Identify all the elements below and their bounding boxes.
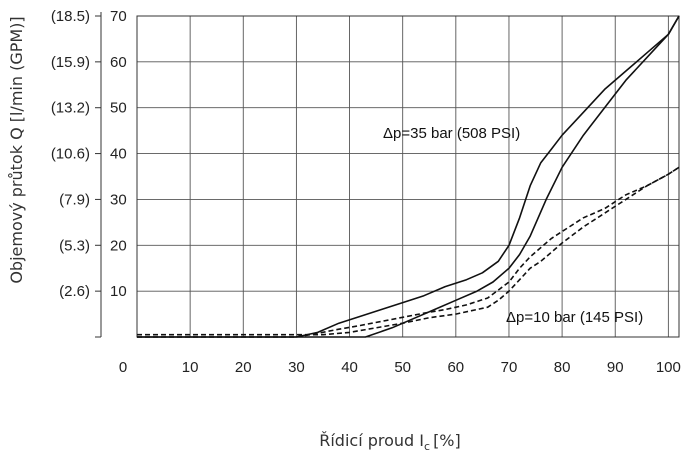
x-axis-title-unit: [%] [433,431,461,450]
y-tick-label-secondary: (13.2) [51,100,90,117]
x-tick-label: 10 [182,359,199,376]
series-line-dashed-4 [137,166,680,336]
y-tick-label: 50 [110,100,127,117]
y-tick-label: 30 [110,191,127,208]
x-tick-label: 50 [394,359,411,376]
y-tick-label-secondary: (7.9) [59,191,90,208]
x-tick-label: 60 [447,359,464,376]
y-tick-label-secondary: (15.9) [51,54,90,71]
series-line-solid-2 [137,15,680,338]
x-axis-ticks: 0 10 20 30 40 50 60 70 80 90 100 [119,359,681,376]
x-axis-title-main: Řídicí proud I [319,431,424,450]
x-tick-label: 40 [341,359,358,376]
plot-frame [136,15,680,338]
annotation-35-bar: Δp=35 bar (508 PSI) [383,125,520,142]
x-tick-label: 90 [607,359,624,376]
y-axis-title: Objemový průtok Q [l/min (GPM)] [7,16,26,283]
y-tick-label-secondary: (2.6) [59,283,90,300]
annotation-10-bar: Δp=10 bar (145 PSI) [506,309,643,326]
x-tick-label: 0 [119,359,127,376]
x-tick-label: 100 [656,359,681,376]
y-tick-label: 70 [110,8,127,25]
x-tick-label: 70 [501,359,518,376]
y-tick-label-secondary: (18.5) [51,8,90,25]
y-axis-ticks: 10 (2.6) 20 (5.3) 30 (7.9) 40 (10.6) 50 (13.2) 60 (… [51,8,127,338]
series-group [137,15,680,338]
series-line-solid-1 [137,15,680,338]
x-tick-label: 80 [554,359,571,376]
y-tick-label: 20 [110,237,127,254]
y-tick-label: 10 [110,283,127,300]
x-tick-label: 30 [288,359,305,376]
grid [137,15,679,337]
y-tick-label: 40 [110,146,127,163]
y-tick-label-secondary: (5.3) [59,237,90,254]
y-tick-label-secondary: (10.6) [51,146,90,163]
x-axis-title-subscript: c [424,440,430,453]
series-line-dashed-3 [137,166,680,338]
x-tick-label: 20 [235,359,252,376]
x-axis-title: Řídicí proud Ic [%] [319,431,461,453]
y-tick-label: 60 [110,54,127,71]
